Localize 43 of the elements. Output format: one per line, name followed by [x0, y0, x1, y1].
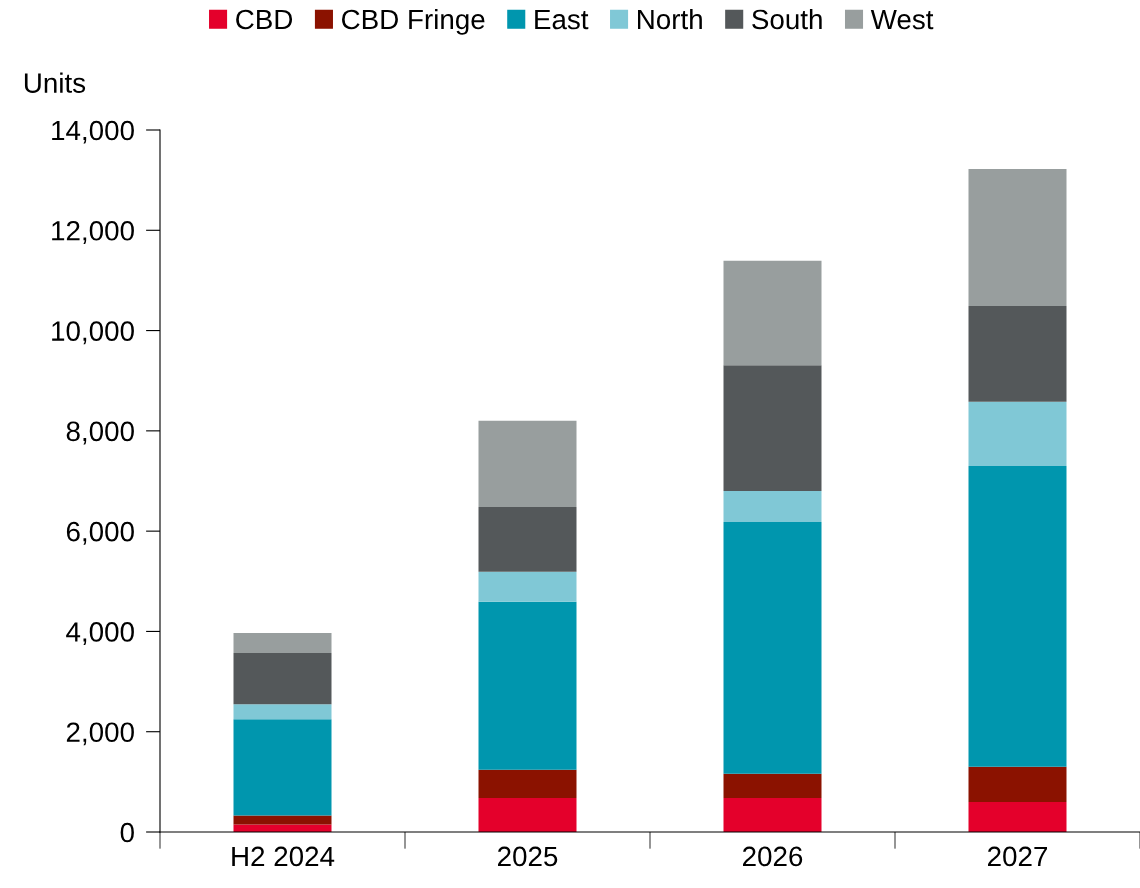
legend-label: CBD	[236, 9, 293, 30]
bar	[478, 797, 577, 832]
bar	[968, 801, 1067, 832]
bar	[723, 797, 822, 832]
x-tick-label: 2026	[743, 846, 803, 867]
y-tick-label: 10,000	[52, 321, 134, 345]
bar	[723, 491, 822, 523]
y-tick-label: 0	[120, 822, 134, 843]
bar	[233, 719, 332, 816]
bar	[478, 571, 577, 602]
bar	[968, 401, 1067, 466]
bar	[723, 773, 822, 798]
y-tick-label: 6,000	[66, 521, 134, 545]
bar	[233, 652, 332, 705]
bar	[968, 306, 1067, 402]
y-tick-label: 2,000	[66, 722, 134, 746]
y-tick-label: 4,000	[66, 622, 134, 646]
x-tick-label: 2025	[498, 846, 558, 867]
bar	[233, 632, 332, 653]
bar	[478, 769, 577, 798]
bar	[723, 260, 822, 366]
bar	[723, 365, 822, 492]
bar	[968, 766, 1067, 802]
bar	[478, 507, 577, 572]
bar	[233, 815, 332, 825]
legend-label: East	[535, 9, 589, 30]
bar	[723, 522, 822, 774]
x-tick-label: 2027	[988, 846, 1048, 867]
bar	[233, 704, 332, 720]
legend-label: West	[870, 9, 934, 30]
legend-label: North	[638, 8, 702, 30]
legend-label: South	[752, 8, 822, 30]
y-tick-label: 14,000	[52, 120, 134, 144]
bar	[478, 601, 577, 770]
x-tick-label: H2 2024	[232, 846, 335, 867]
legend-label: CBD Fringe	[342, 8, 485, 35]
bar	[233, 824, 332, 832]
y-tick-label: 12,000	[52, 220, 134, 244]
bar	[478, 420, 577, 508]
y-tick-label: 8,000	[66, 421, 134, 445]
y-axis-title: Units	[24, 72, 86, 93]
bar	[968, 169, 1067, 306]
bar	[968, 465, 1067, 767]
